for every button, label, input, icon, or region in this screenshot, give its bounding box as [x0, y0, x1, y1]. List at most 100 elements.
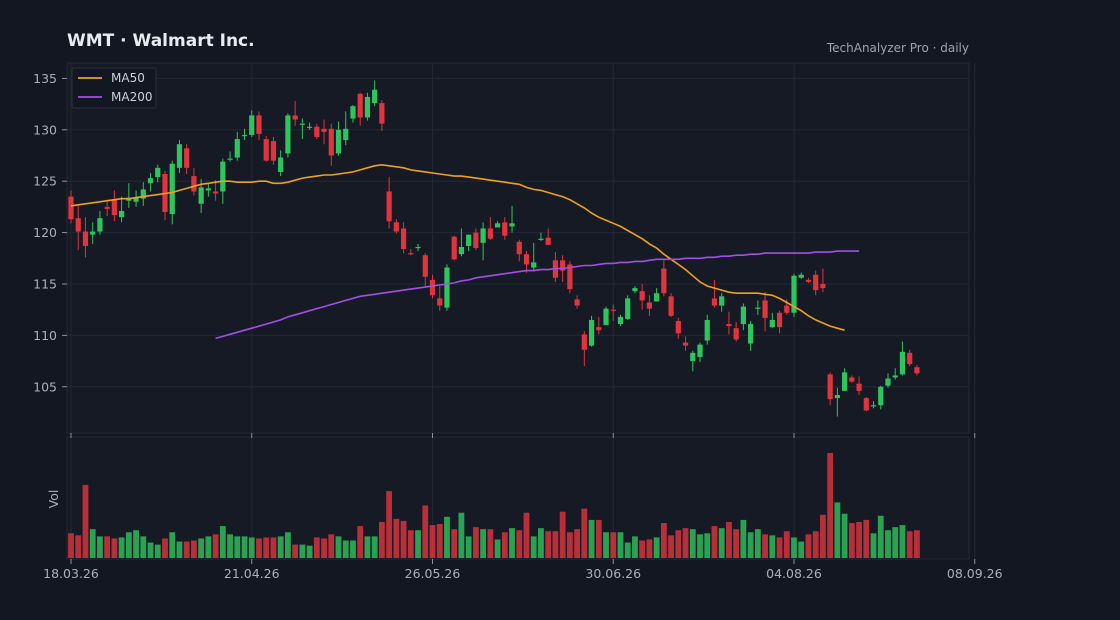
candle-body: [480, 228, 486, 243]
legend-ma200-label: MA200: [111, 90, 152, 104]
candle-body: [191, 176, 197, 192]
candle: [364, 92, 371, 121]
candle-body: [769, 319, 775, 328]
candle-body: [791, 275, 797, 313]
volume-bar: [472, 527, 479, 558]
candle-body: [422, 255, 428, 277]
candle: [690, 350, 696, 372]
candle-body: [249, 115, 255, 135]
volume-bar: [118, 537, 125, 558]
candle: [588, 315, 595, 347]
candle: [719, 293, 725, 312]
volume-bar: [487, 529, 494, 558]
volume-bar: [639, 540, 646, 558]
volume-bar: [820, 514, 826, 558]
volume-bar: [444, 516, 450, 558]
candle: [140, 182, 146, 206]
y-tick-label: 105: [33, 379, 57, 394]
candle: [805, 277, 812, 283]
volume-bar: [906, 531, 913, 558]
candle: [748, 320, 754, 351]
volume-bar: [595, 519, 602, 558]
candle-body: [748, 324, 754, 344]
candle: [379, 100, 385, 131]
chart-title: WMT · Walmart Inc.: [67, 31, 255, 51]
volume-bar: [422, 505, 429, 558]
candle: [270, 137, 277, 165]
volume-bar: [646, 539, 653, 558]
volume-bar: [624, 542, 631, 558]
ma50-line: [70, 163, 845, 331]
candle-body: [408, 253, 414, 255]
volume-bar: [899, 525, 906, 558]
candle-body: [755, 307, 761, 309]
volume-bar: [892, 527, 899, 558]
volume-bar: [740, 519, 747, 558]
candle: [328, 123, 334, 166]
candle: [603, 306, 609, 326]
volume-bar: [429, 525, 436, 558]
candle-body: [842, 372, 848, 391]
candle-body: [899, 351, 906, 375]
candle: [437, 286, 443, 311]
candle: [531, 242, 537, 272]
candle: [335, 121, 342, 156]
volume-bar: [747, 532, 754, 558]
volume-bar: [538, 528, 544, 558]
volume-bar: [885, 530, 891, 558]
candle-body: [321, 128, 327, 132]
volume-bar: [689, 529, 696, 558]
legend-ma50-label: MA50: [111, 71, 145, 85]
volume-bar: [769, 535, 776, 558]
candle-body: [473, 232, 479, 248]
candle-body: [654, 293, 660, 302]
volume-bar: [198, 538, 205, 558]
volume-bar: [841, 513, 848, 558]
volume-bar: [285, 532, 291, 558]
candle: [863, 397, 869, 412]
candle-body: [263, 139, 269, 161]
volume-bar: [68, 533, 74, 558]
volume-bar: [386, 491, 393, 558]
volume-bar: [675, 530, 682, 558]
candle-body: [878, 386, 884, 406]
candle-body: [68, 196, 74, 220]
candle-body: [849, 377, 855, 382]
candle: [480, 222, 486, 261]
candle: [205, 183, 211, 197]
candle-body: [856, 383, 862, 391]
volume-axis-label: Vol: [46, 490, 61, 509]
volume-bar: [104, 536, 111, 558]
volume-bar: [574, 529, 580, 558]
candle-body: [278, 157, 284, 172]
candle: [675, 317, 681, 339]
candle: [119, 196, 125, 223]
candle: [299, 118, 305, 140]
volume-bar: [335, 536, 342, 558]
candle: [234, 131, 240, 161]
x-tick-label: 26.05.26: [405, 566, 461, 581]
volume-bar: [140, 536, 147, 558]
candle-body: [176, 144, 183, 168]
volume-bar: [791, 537, 797, 558]
candle-body: [234, 139, 240, 158]
candle-body: [205, 188, 211, 191]
candle-body: [545, 237, 551, 245]
candle-body: [675, 320, 681, 334]
candle-body: [892, 375, 898, 378]
candle-body: [328, 128, 334, 156]
candle-body: [834, 394, 840, 399]
candle-body: [560, 260, 566, 271]
volume-bar: [523, 512, 530, 558]
volume-bar: [718, 528, 725, 558]
candle-body: [458, 246, 465, 255]
volume-bar: [617, 532, 624, 558]
candle-body: [502, 222, 508, 236]
volume-bar: [378, 521, 385, 558]
candle-body: [104, 206, 110, 209]
volume-bar: [877, 515, 884, 558]
candle: [82, 217, 89, 258]
candle-body: [646, 302, 652, 309]
candle-body: [784, 305, 790, 313]
candle: [133, 190, 139, 207]
